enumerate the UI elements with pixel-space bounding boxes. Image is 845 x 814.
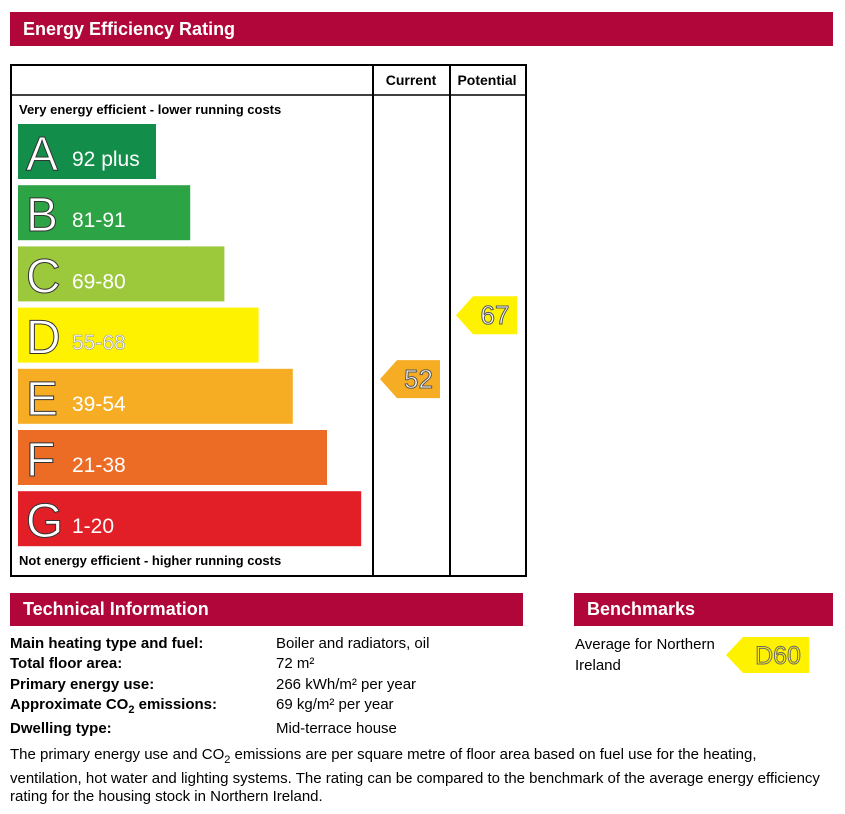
co2-emissions-label: Approximate CO2 emissions: [10,696,218,716]
benchmark-rating: D60 [755,642,801,670]
band-e-bar [18,368,293,424]
heating-type-label: Main heating type and fuel: [10,635,204,652]
chart-frame [10,64,527,577]
bottom-efficiency-label: Not energy efficient - higher running co… [19,553,281,568]
floor-area-label: Total floor area: [10,655,123,672]
current-column-header: Current [386,72,437,88]
band-g: G 1-20 [18,491,362,549]
band-b-letter: B [26,189,58,242]
heating-type-value: Boiler and radiators, oil [276,635,430,652]
technical-note: The primary energy use and CO2 emissions… [10,746,820,805]
band-c-bar [18,246,225,302]
band-a-range: 92 plus [72,148,140,171]
benchmark-label: Average for Northern Ireland [575,636,715,674]
band-g-bar [18,491,362,547]
band-a-bar [18,124,156,179]
band-d-letter: D [26,312,61,365]
benchmark-arrow: D60 [726,637,809,673]
band-g-letter: G [26,495,63,548]
current-rating-arrow: 52 [380,360,440,399]
potential-column-header: Potential [457,72,516,88]
co2-emissions-value: 69 kg/m² per year [276,696,394,713]
band-a-letter: A [26,128,58,181]
technical-info-header: Technical Information [10,593,523,626]
band-d: D 55-68 [18,307,259,365]
rating-markers: 52 67 [380,296,517,399]
band-e-letter: E [26,373,58,426]
primary-energy-label: Primary energy use: [10,676,155,693]
band-b-bar [18,185,191,241]
band-d-range: 55-68 [72,332,126,355]
dwelling-type-value: Mid-terrace house [276,720,397,737]
band-c-letter: C [26,250,61,303]
band-f-letter: F [26,434,55,487]
band-d-bar [18,307,259,363]
floor-area-value: 72 m² [276,655,315,672]
energy-rating-chart: Current Potential Very energy efficient … [10,64,527,577]
benchmarks-header: Benchmarks [574,593,833,626]
band-e: E 39-54 [18,368,293,426]
band-b-range: 81-91 [72,209,126,232]
potential-rating-arrow-value: 67 [481,300,510,330]
band-g-range: 1-20 [72,515,114,538]
band-f: F 21-38 [18,430,327,488]
band-f-bar [18,430,327,485]
energy-rating-header: Energy Efficiency Rating [10,12,833,46]
band-f-range: 21-38 [72,454,126,477]
band-a: A 92 plus [18,124,156,182]
potential-rating-arrow-shape [456,296,517,335]
current-rating-arrow-value: 52 [404,364,433,394]
dwelling-type-label: Dwelling type: [10,720,112,737]
top-efficiency-label: Very energy efficient - lower running co… [19,102,281,117]
current-rating-arrow-shape [380,360,440,399]
primary-energy-value: 266 kWh/m² per year [276,676,417,693]
potential-rating-arrow: 67 [456,296,517,335]
band-c-range: 69-80 [72,270,126,293]
band-b: B 81-91 [18,185,191,243]
band-e-range: 39-54 [72,393,126,416]
rating-bands: A 92 plus B 81-91 C 69-80 D 55-68 E 39-54 F 21-38 G 1… [18,124,362,549]
band-c: C 69-80 [18,246,225,304]
